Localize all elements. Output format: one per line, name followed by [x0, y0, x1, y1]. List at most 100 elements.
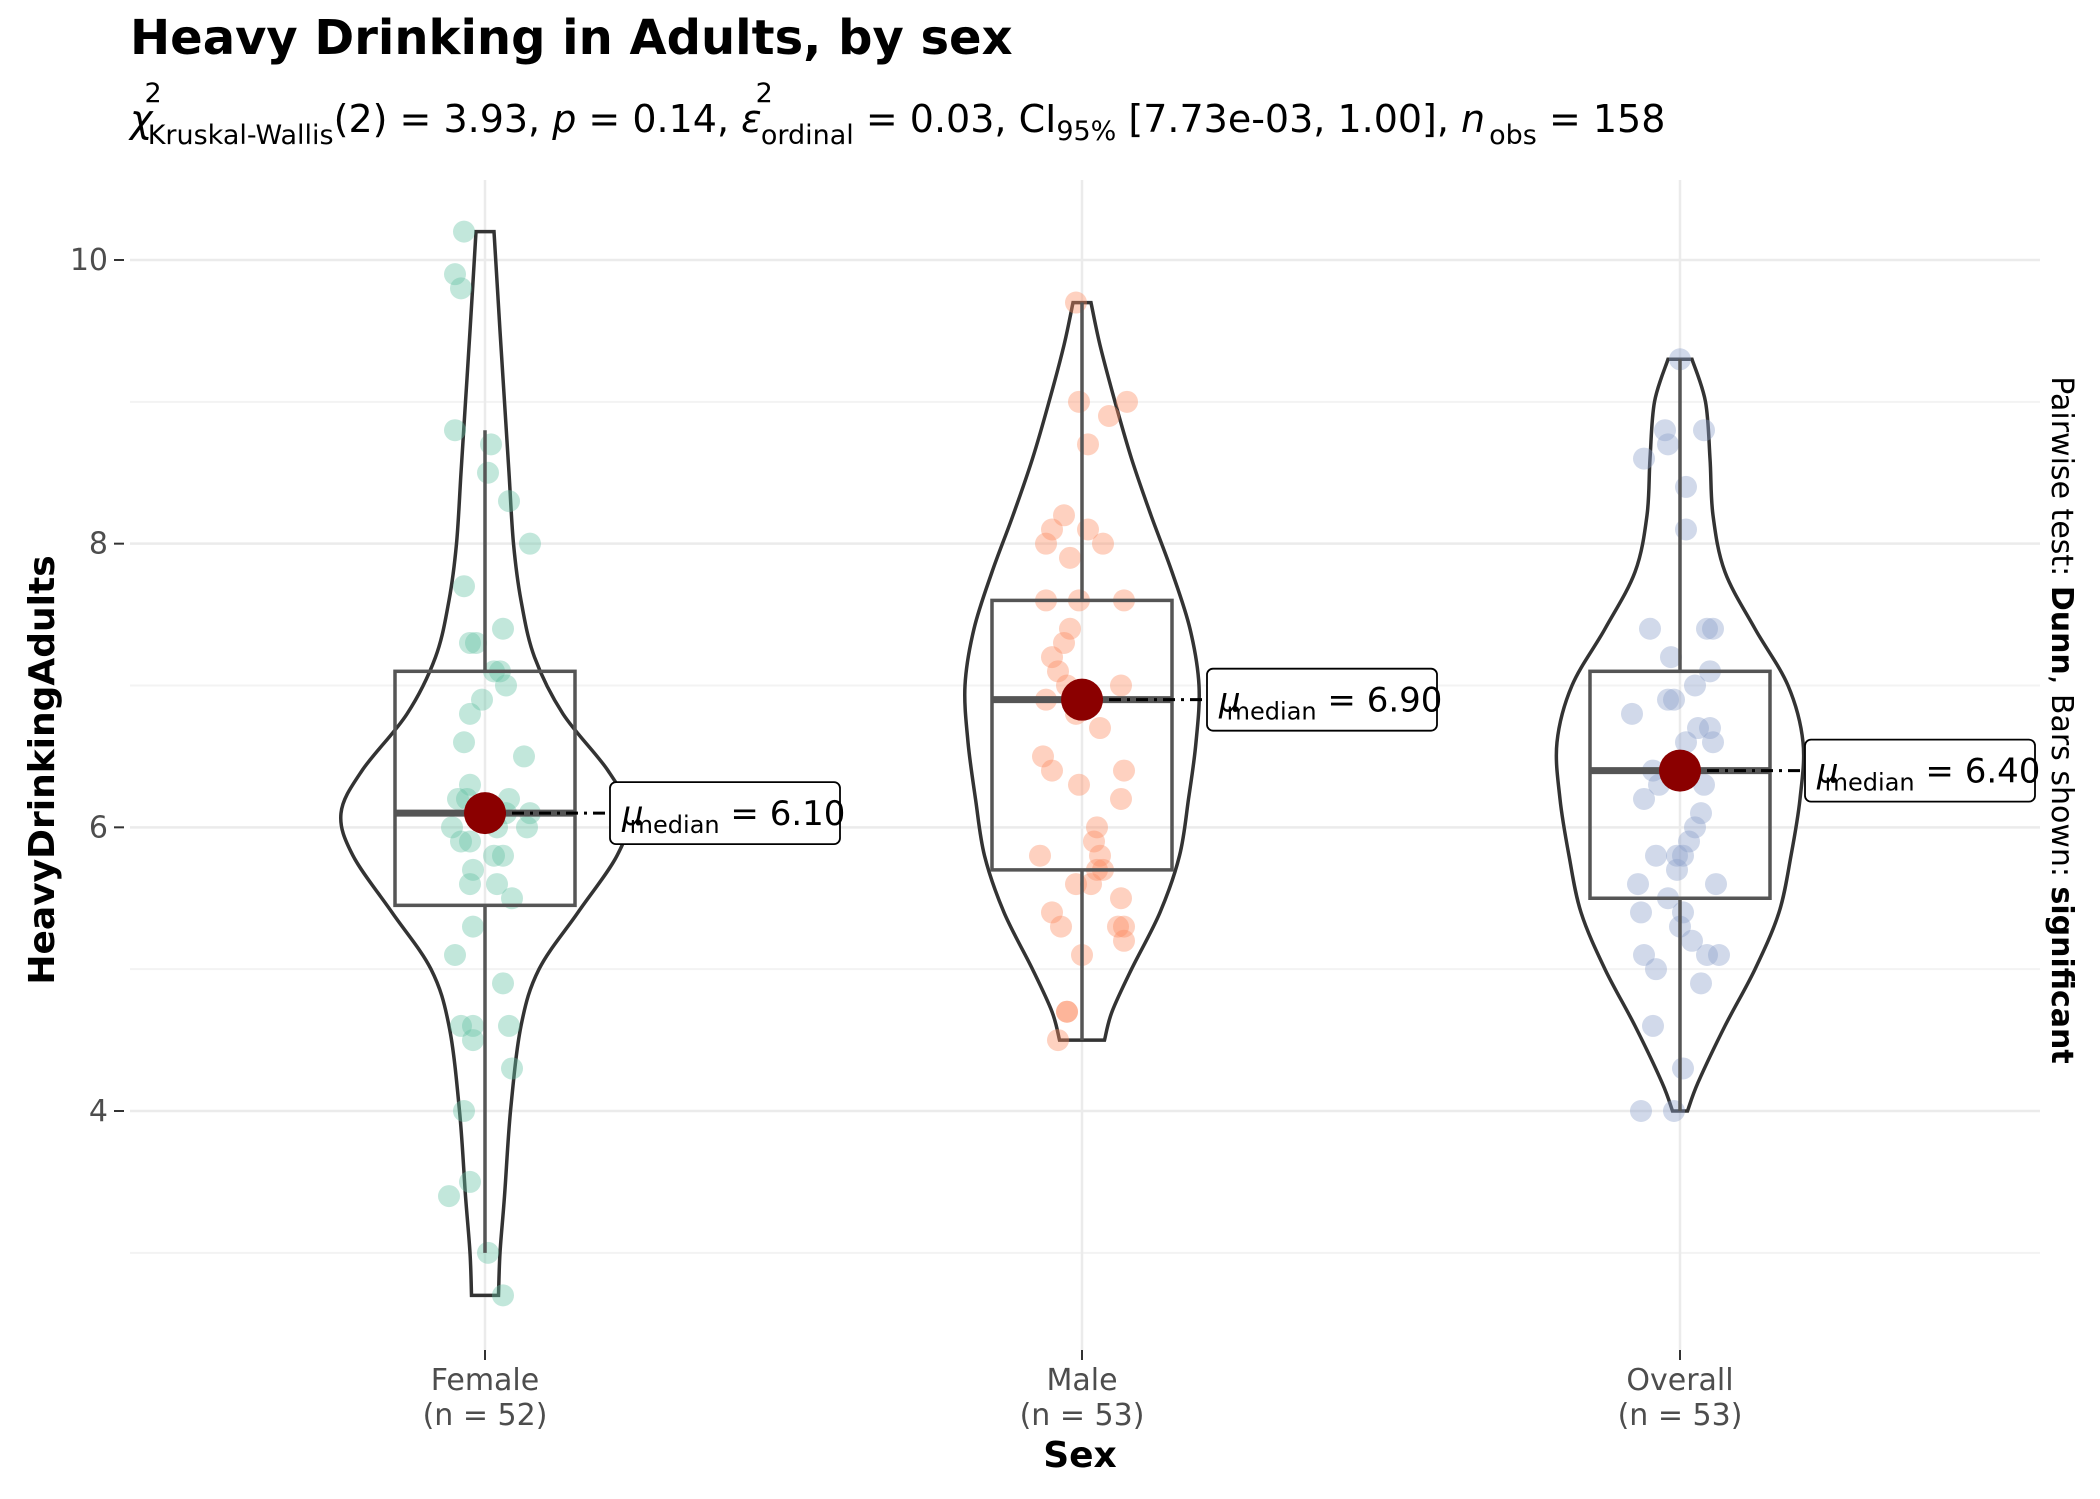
data-point	[492, 844, 514, 867]
median-label-symbol: μ	[621, 794, 644, 834]
data-point	[1642, 1014, 1664, 1037]
x-tick-label: Female	[431, 1363, 539, 1398]
y-tick-label: 6	[89, 810, 108, 845]
median-label-value: = 6.10	[720, 794, 846, 834]
data-point	[1041, 759, 1063, 782]
data-point	[1056, 1000, 1078, 1023]
median-label-value: = 6.40	[1915, 752, 2041, 792]
violin	[1554, 357, 1806, 1113]
data-point	[1657, 688, 1679, 711]
data-point	[1639, 617, 1661, 640]
data-point	[492, 972, 514, 995]
data-point	[1633, 787, 1655, 810]
iqr-box	[1588, 669, 1772, 900]
caption-middle: , Bars shown:	[2044, 675, 2079, 887]
data-point	[1041, 901, 1063, 924]
data-point	[495, 674, 517, 697]
data-point	[1068, 390, 1090, 413]
data-point	[444, 419, 466, 442]
median-label-text: μmedian = 6.90	[1218, 681, 1442, 726]
eps-sub: ordinal	[761, 120, 854, 151]
data-point	[1645, 958, 1667, 981]
stat-symbol: χ	[128, 97, 154, 141]
data-point	[450, 830, 472, 853]
data-point	[1041, 646, 1063, 669]
median-label-value: = 6.90	[1317, 681, 1443, 721]
data-point	[1098, 405, 1120, 428]
data-point	[1116, 390, 1138, 413]
data-point	[1663, 688, 1685, 711]
data-point	[1029, 844, 1051, 867]
data-point	[459, 873, 481, 896]
x-axis: Female(n = 52)Male(n = 53)Overall(n = 53…	[423, 1350, 1742, 1433]
data-point	[477, 461, 499, 484]
chart-title: Heavy Drinking in Adults, by sex	[130, 10, 1013, 66]
chart-subtitle: χ2 Kruskal-Wallis(2) = 3.93, p = 0.14, ε2…	[128, 78, 1665, 151]
y-axis: 4 6 8 10	[70, 243, 124, 1129]
iqr-box	[393, 669, 577, 908]
data-point	[1681, 929, 1703, 952]
p-symbol: p	[551, 97, 576, 141]
data-point	[1690, 972, 1712, 995]
data-point	[453, 575, 475, 598]
data-point	[1630, 901, 1652, 924]
data-point	[453, 1100, 475, 1122]
data-point	[441, 816, 463, 839]
median-label-text: μmedian = 6.10	[621, 794, 845, 839]
data-point	[1110, 787, 1132, 810]
data-point	[1041, 518, 1063, 541]
y-tick-label: 8	[89, 527, 108, 562]
n-rest: = 158	[1537, 97, 1666, 141]
data-point	[1633, 943, 1655, 966]
data-point	[1708, 943, 1730, 966]
data-point	[1696, 943, 1718, 966]
data-point	[1693, 419, 1715, 442]
data-point	[477, 1241, 499, 1264]
data-point	[1633, 447, 1655, 470]
data-point	[1627, 873, 1649, 896]
stat-sup: 2	[145, 78, 162, 109]
violin	[963, 300, 1201, 1042]
data-point	[1113, 929, 1135, 952]
x-tick-count: (n = 53)	[1020, 1398, 1145, 1433]
stat-sub: Kruskal-Wallis	[148, 120, 334, 151]
y-axis-title: HeavyDrinkingAdults	[22, 555, 63, 984]
data-point	[447, 787, 469, 810]
y-tick-label: 10	[70, 243, 108, 278]
data-point	[1702, 617, 1724, 640]
grid	[130, 180, 2040, 1350]
data-point	[516, 816, 538, 839]
data-point	[1687, 717, 1709, 740]
data-point	[1032, 745, 1054, 768]
data-point	[462, 1014, 484, 1037]
y-tick-label: 4	[89, 1094, 108, 1129]
data-point	[1110, 674, 1132, 697]
ci-sub: 95%	[1056, 116, 1116, 147]
data-point	[1675, 731, 1697, 754]
data-point	[501, 1057, 523, 1080]
median-label: μmedian = 6.40	[1804, 738, 2041, 803]
data-point	[1654, 419, 1676, 442]
data-point	[1705, 873, 1727, 896]
data-point	[459, 702, 481, 725]
eps-symbol: ε	[741, 97, 762, 141]
data-point	[1056, 1000, 1078, 1023]
median-label-symbol: μ	[1218, 681, 1241, 721]
n-symbol: n	[1461, 97, 1485, 141]
data-point	[462, 915, 484, 938]
data-point	[1089, 717, 1111, 740]
data-point	[1083, 830, 1105, 853]
data-point	[444, 943, 466, 966]
data-point	[1684, 674, 1706, 697]
x-tick-count: (n = 52)	[423, 1398, 548, 1433]
n-sub: obs	[1489, 120, 1537, 151]
data-point	[1666, 844, 1688, 867]
data-point	[1699, 717, 1721, 740]
data-point	[1645, 844, 1667, 867]
data-point	[1053, 631, 1075, 654]
data-point	[519, 532, 541, 555]
data-point	[462, 1029, 484, 1052]
iqr-box	[990, 598, 1174, 872]
median-point	[1061, 678, 1103, 721]
group-male: μmedian = 6.90	[963, 291, 1442, 1052]
